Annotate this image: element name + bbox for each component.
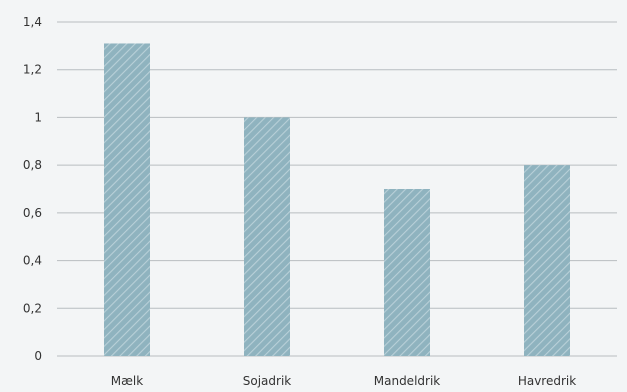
x-tick-label: Mælk [111,374,143,388]
y-tick-label: 0,4 [23,254,42,268]
bar-havredrik [524,165,570,356]
y-axis-ticks: 0 0,2 0,4 0,6 0,8 1 1,2 1,4 [23,15,42,363]
bar-mælk [104,43,150,356]
y-tick-label: 1,2 [23,63,42,77]
y-tick-label: 1 [34,110,42,124]
y-tick-label: 0,8 [23,158,42,172]
y-tick-label: 1,4 [23,15,42,29]
x-tick-label: Mandeldrik [374,374,441,388]
bar-mandeldrik [384,189,430,356]
bars [104,43,570,356]
y-tick-label: 0,6 [23,206,42,220]
x-tick-label: Havredrik [518,374,576,388]
x-axis-labels: Mælk Sojadrik Mandeldrik Havredrik [111,374,576,388]
y-tick-label: 0,2 [23,301,42,315]
gridlines [57,21,617,357]
y-tick-label: 0 [34,349,42,363]
x-tick-label: Sojadrik [243,374,292,388]
bar-sojadrik [244,117,290,356]
